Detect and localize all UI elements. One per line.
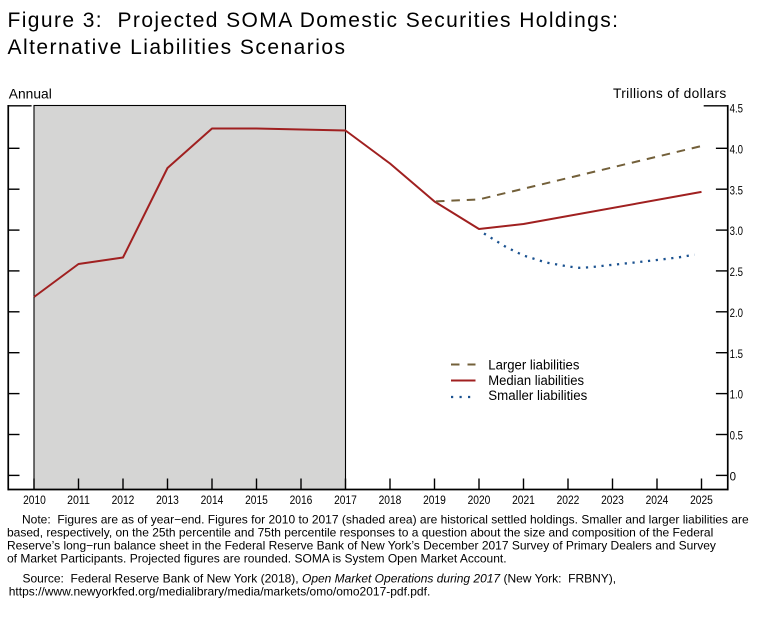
svg-text:based, respectively, on the 25: based, respectively, on the 25th percent… xyxy=(7,526,713,540)
svg-text:2012: 2012 xyxy=(112,495,135,507)
svg-text:2018: 2018 xyxy=(379,495,402,507)
svg-text:Figure 3: Projected SOMA Dome: Figure 3: Projected SOMA Domestic Securi… xyxy=(8,9,619,32)
svg-text:2.5: 2.5 xyxy=(730,267,743,279)
svg-text:2017: 2017 xyxy=(334,495,357,507)
svg-text:2011: 2011 xyxy=(67,495,90,507)
svg-text:2019: 2019 xyxy=(423,495,446,507)
svg-text:1.0: 1.0 xyxy=(730,390,743,402)
svg-text:2022: 2022 xyxy=(557,495,580,507)
svg-text:2025: 2025 xyxy=(690,495,713,507)
svg-text:Alternative Liabilities Scenar: Alternative Liabilities Scenarios xyxy=(8,36,346,59)
svg-text:of Market Participants. Projec: of Market Participants. Projected figure… xyxy=(7,552,507,566)
svg-text:3.5: 3.5 xyxy=(730,185,743,197)
svg-text:2.0: 2.0 xyxy=(730,308,743,320)
svg-text:Median liabilities: Median liabilities xyxy=(488,373,584,389)
svg-text:Annual: Annual xyxy=(9,86,52,101)
svg-text:2021: 2021 xyxy=(512,495,535,507)
svg-text:1.5: 1.5 xyxy=(730,349,743,361)
svg-text:3.0: 3.0 xyxy=(730,226,743,238)
svg-text:Larger liabilities: Larger liabilities xyxy=(488,358,579,374)
svg-text:2023: 2023 xyxy=(601,495,624,507)
svg-text:2024: 2024 xyxy=(646,495,669,507)
svg-text:2016: 2016 xyxy=(290,495,313,507)
svg-text:Smaller liabilities: Smaller liabilities xyxy=(488,388,587,404)
svg-text:0.5: 0.5 xyxy=(730,431,743,443)
svg-text:0: 0 xyxy=(730,472,736,484)
svg-text:4.0: 4.0 xyxy=(730,144,743,156)
svg-text:Reserve’s long−run balance she: Reserve’s long−run balance sheet in the … xyxy=(7,539,716,553)
svg-text:Source: Federal Reserve Bank: Source: Federal Reserve Bank of New York… xyxy=(23,572,617,586)
svg-text:2015: 2015 xyxy=(245,495,268,507)
svg-text:https://www.newyorkfed.org/med: https://www.newyorkfed.org/medialibrary/… xyxy=(9,585,431,599)
svg-text:2020: 2020 xyxy=(468,495,491,507)
svg-text:2014: 2014 xyxy=(201,495,224,507)
svg-text:Note: Figures are as of year−: Note: Figures are as of year−end. Figure… xyxy=(22,513,749,527)
svg-text:4.5: 4.5 xyxy=(730,104,743,116)
svg-text:2010: 2010 xyxy=(23,495,46,507)
svg-text:2013: 2013 xyxy=(156,495,179,507)
svg-text:Trillions of dollars: Trillions of dollars xyxy=(613,86,726,101)
